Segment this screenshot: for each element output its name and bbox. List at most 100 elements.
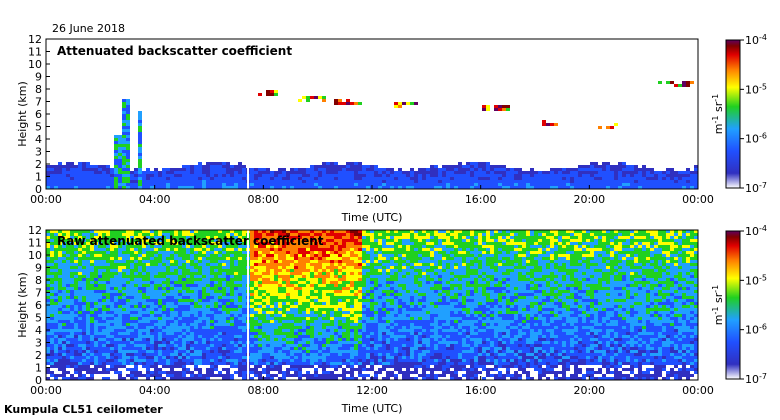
heatmap-cell [170, 365, 174, 368]
heatmap-cell [54, 353, 58, 356]
heatmap-cell [194, 266, 198, 269]
heatmap-cell [102, 284, 106, 287]
heatmap-cell [298, 359, 302, 362]
heatmap-cell [150, 269, 154, 272]
heatmap-cell [66, 254, 70, 257]
heatmap-cell [114, 141, 118, 144]
heatmap-cell [334, 102, 338, 105]
heatmap-cell [270, 341, 274, 344]
heatmap-cell [58, 350, 62, 353]
heatmap-cell [270, 186, 274, 189]
heatmap-cell [274, 275, 278, 278]
heatmap-cell [238, 236, 242, 239]
heatmap-cell [110, 180, 114, 183]
heatmap-cell [370, 174, 374, 177]
heatmap-cell [178, 305, 182, 308]
heatmap-cell [238, 329, 242, 332]
heatmap-cell [534, 174, 538, 177]
heatmap-cell [298, 260, 302, 263]
heatmap-cell [158, 254, 162, 257]
heatmap-cell [306, 344, 310, 347]
heatmap-cell [74, 311, 78, 314]
heatmap-cell [206, 269, 210, 272]
heatmap-cell [126, 159, 130, 162]
heatmap-cell [90, 242, 94, 245]
heatmap-cell [178, 314, 182, 317]
heatmap-cell [130, 359, 134, 362]
heatmap-cell [298, 371, 302, 374]
heatmap-cell [70, 174, 74, 177]
heatmap-cell [694, 174, 698, 177]
heatmap-cell [230, 341, 234, 344]
heatmap-cell [134, 353, 138, 356]
heatmap-cell [154, 287, 158, 290]
heatmap-cell [226, 302, 230, 305]
heatmap-cell [210, 174, 214, 177]
heatmap-cell [126, 290, 130, 293]
heatmap-cell [190, 177, 194, 180]
heatmap-cell [170, 338, 174, 341]
heatmap-cell [202, 293, 206, 296]
heatmap-cell [90, 320, 94, 323]
heatmap-cell [46, 359, 50, 362]
heatmap-cell [122, 141, 126, 144]
heatmap-cell [194, 371, 198, 374]
heatmap-cell [134, 236, 138, 239]
heatmap-cell [202, 299, 206, 302]
heatmap-cell [134, 368, 138, 371]
heatmap-cell [294, 302, 298, 305]
heatmap-cell [282, 290, 286, 293]
heatmap-cell [582, 180, 586, 183]
heatmap-cell [162, 314, 166, 317]
heatmap-cell [274, 248, 278, 251]
heatmap-cell [310, 183, 314, 186]
heatmap-cell [226, 356, 230, 359]
heatmap-cell [262, 335, 266, 338]
heatmap-cell [154, 183, 158, 186]
heatmap-cell [154, 293, 158, 296]
heatmap-cell [122, 302, 126, 305]
heatmap-cell [122, 242, 126, 245]
heatmap-cell [286, 374, 290, 377]
heatmap-cell [182, 287, 186, 290]
heatmap-cell [238, 368, 242, 371]
heatmap-cell [182, 356, 186, 359]
heatmap-cell [122, 275, 126, 278]
heatmap-cell [206, 171, 210, 174]
heatmap-cell [86, 180, 90, 183]
heatmap-cell [98, 293, 102, 296]
heatmap-cell [110, 296, 114, 299]
heatmap-cell [178, 269, 182, 272]
heatmap-cell [230, 365, 234, 368]
heatmap-cell [106, 242, 110, 245]
heatmap-cell [214, 165, 218, 168]
heatmap-cell [138, 293, 142, 296]
heatmap-cell [342, 186, 346, 189]
heatmap-cell [330, 162, 334, 165]
heatmap-cell [158, 266, 162, 269]
heatmap-cell [254, 275, 258, 278]
heatmap-cell [430, 183, 434, 186]
heatmap-cell [118, 156, 122, 159]
heatmap-cell [526, 177, 530, 180]
heatmap-cell [486, 177, 490, 180]
heatmap-cell [670, 177, 674, 180]
heatmap-cell [622, 186, 626, 189]
heatmap-cell [50, 311, 54, 314]
heatmap-cell [78, 338, 82, 341]
heatmap-cell [230, 272, 234, 275]
heatmap-cell [174, 326, 178, 329]
heatmap-cell [142, 183, 146, 186]
heatmap-cell [274, 287, 278, 290]
heatmap-cell [134, 362, 138, 365]
heatmap-cell [122, 138, 126, 141]
heatmap-cell [586, 177, 590, 180]
heatmap-cell [350, 168, 354, 171]
y-tick-label: 5 [35, 121, 42, 134]
heatmap-cell [422, 183, 426, 186]
heatmap-cell [146, 344, 150, 347]
heatmap-cell [234, 281, 238, 284]
heatmap-cell [102, 308, 106, 311]
heatmap-cell [482, 186, 486, 189]
heatmap-cell [182, 299, 186, 302]
